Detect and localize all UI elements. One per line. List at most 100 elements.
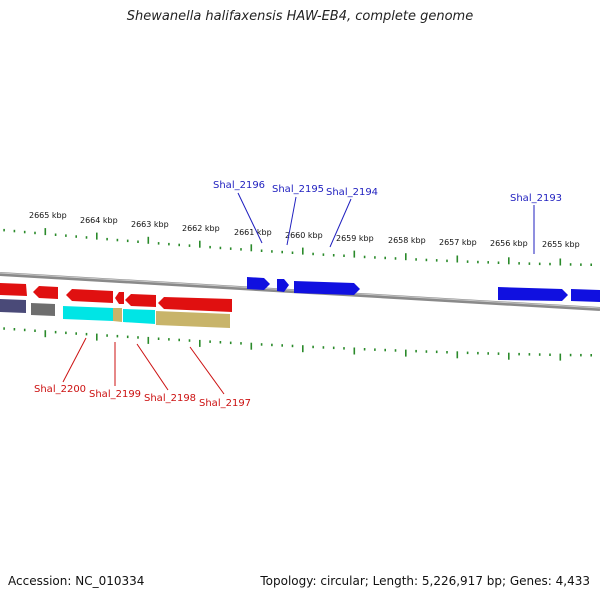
minor-tick	[322, 253, 325, 256]
minor-tick	[528, 262, 531, 265]
major-tick	[353, 250, 356, 258]
minor-tick	[126, 335, 129, 339]
minor-tick	[384, 256, 386, 260]
minor-tick	[229, 341, 232, 345]
minor-tick	[240, 342, 242, 345]
minor-tick	[538, 262, 541, 266]
gene-label-shal-2194[interactable]: Shal_2194	[326, 187, 378, 198]
gene-label-shal-2198[interactable]: Shal_2198	[144, 393, 196, 404]
minor-tick	[590, 263, 592, 266]
major-tick	[353, 347, 356, 355]
major-tick	[559, 258, 562, 266]
minor-tick	[157, 337, 160, 340]
gene-labels: Shal_2196 Shal_2195 Shal_2194 Shal_2193 …	[34, 180, 562, 409]
major-tick	[508, 257, 510, 265]
minor-tick	[23, 328, 26, 332]
major-tick	[405, 253, 407, 261]
cog-bar-slate	[0, 299, 26, 313]
minor-tick	[569, 353, 572, 357]
gene-label-shal-2200[interactable]: Shal_2200	[34, 384, 86, 395]
major-tick	[250, 244, 253, 252]
minor-tick	[312, 252, 314, 256]
scale-label: 2661 kbp	[234, 228, 272, 237]
gene-next-forward[interactable]	[571, 289, 600, 302]
minor-tick	[260, 343, 263, 346]
gene-shal-2200[interactable]	[66, 289, 113, 303]
minor-tick	[137, 336, 139, 339]
gene-shal-2199[interactable]	[115, 292, 124, 304]
gene-label-shal-2195[interactable]: Shal_2195	[272, 184, 324, 195]
scale-label: 2665 kbp	[29, 211, 67, 220]
minor-tick	[363, 348, 366, 351]
scale-label: 2663 kbp	[131, 220, 169, 229]
scale-ticks-lower	[3, 327, 592, 361]
scale-label: 2655 kbp	[542, 240, 580, 249]
minor-tick	[157, 242, 160, 245]
minor-tick	[240, 248, 242, 251]
major-tick	[44, 330, 47, 338]
major-tick	[199, 240, 201, 248]
minor-tick	[178, 243, 180, 247]
minor-tick	[219, 246, 222, 250]
minor-tick	[394, 257, 397, 260]
minor-tick	[34, 231, 36, 235]
scale-ticks-upper	[3, 228, 592, 266]
minor-tick	[3, 327, 5, 330]
minor-tick	[209, 340, 211, 343]
minor-tick	[188, 244, 191, 247]
minor-tick	[219, 341, 222, 344]
gene-label-shal-2197[interactable]: Shal_2197	[199, 398, 251, 409]
gene-shal-2196[interactable]	[247, 277, 270, 290]
minor-tick	[580, 263, 582, 266]
label-leaders	[62, 192, 535, 395]
gene-label-shal-2199[interactable]: Shal_2199	[89, 389, 141, 400]
minor-tick	[363, 255, 366, 259]
minor-tick	[487, 261, 489, 264]
minor-tick	[394, 349, 397, 352]
minor-tick	[116, 334, 119, 338]
gene-label-shal-2193[interactable]: Shal_2193	[510, 193, 562, 204]
minor-tick	[168, 338, 170, 341]
gene-label-shal-2196[interactable]: Shal_2196	[213, 180, 265, 191]
gene-shal-2194[interactable]	[294, 281, 360, 295]
minor-tick	[271, 343, 273, 347]
minor-tick	[209, 245, 211, 249]
minor-tick	[332, 346, 335, 350]
scale-label: 2662 kbp	[182, 224, 220, 233]
cog-bar-olive-1	[113, 308, 122, 322]
minor-tick	[518, 262, 520, 265]
minor-tick	[477, 351, 479, 355]
major-tick	[96, 333, 98, 341]
minor-tick	[34, 329, 36, 332]
cog-bar-cyan-2	[123, 309, 155, 324]
minor-tick	[54, 330, 57, 334]
major-tick	[302, 247, 304, 255]
major-tick	[302, 345, 304, 353]
minor-tick	[188, 339, 191, 342]
minor-tick	[415, 258, 417, 261]
gene-shal-2195[interactable]	[277, 279, 289, 292]
major-tick	[508, 352, 510, 360]
minor-tick	[13, 328, 16, 331]
minor-tick	[569, 263, 572, 266]
minor-tick	[425, 258, 428, 262]
gene-shal-2198[interactable]	[125, 294, 156, 307]
scale-label: 2664 kbp	[80, 216, 118, 225]
minor-tick	[260, 249, 263, 252]
gene-reverse-edge[interactable]	[0, 283, 27, 296]
gene-reverse-small[interactable]	[33, 286, 58, 299]
cog-bar-cyan-1	[63, 306, 113, 321]
minor-tick	[75, 332, 77, 335]
minor-tick	[487, 352, 489, 355]
minor-tick	[518, 352, 520, 356]
minor-tick	[446, 259, 448, 263]
minor-tick	[538, 353, 541, 356]
scale-label: 2656 kbp	[490, 239, 528, 248]
major-tick	[559, 353, 562, 361]
minor-tick	[343, 254, 345, 257]
gene-shal-2197[interactable]	[158, 297, 232, 312]
minor-tick	[3, 228, 5, 232]
major-tick	[456, 255, 459, 263]
gene-shal-2193[interactable]	[498, 287, 568, 301]
